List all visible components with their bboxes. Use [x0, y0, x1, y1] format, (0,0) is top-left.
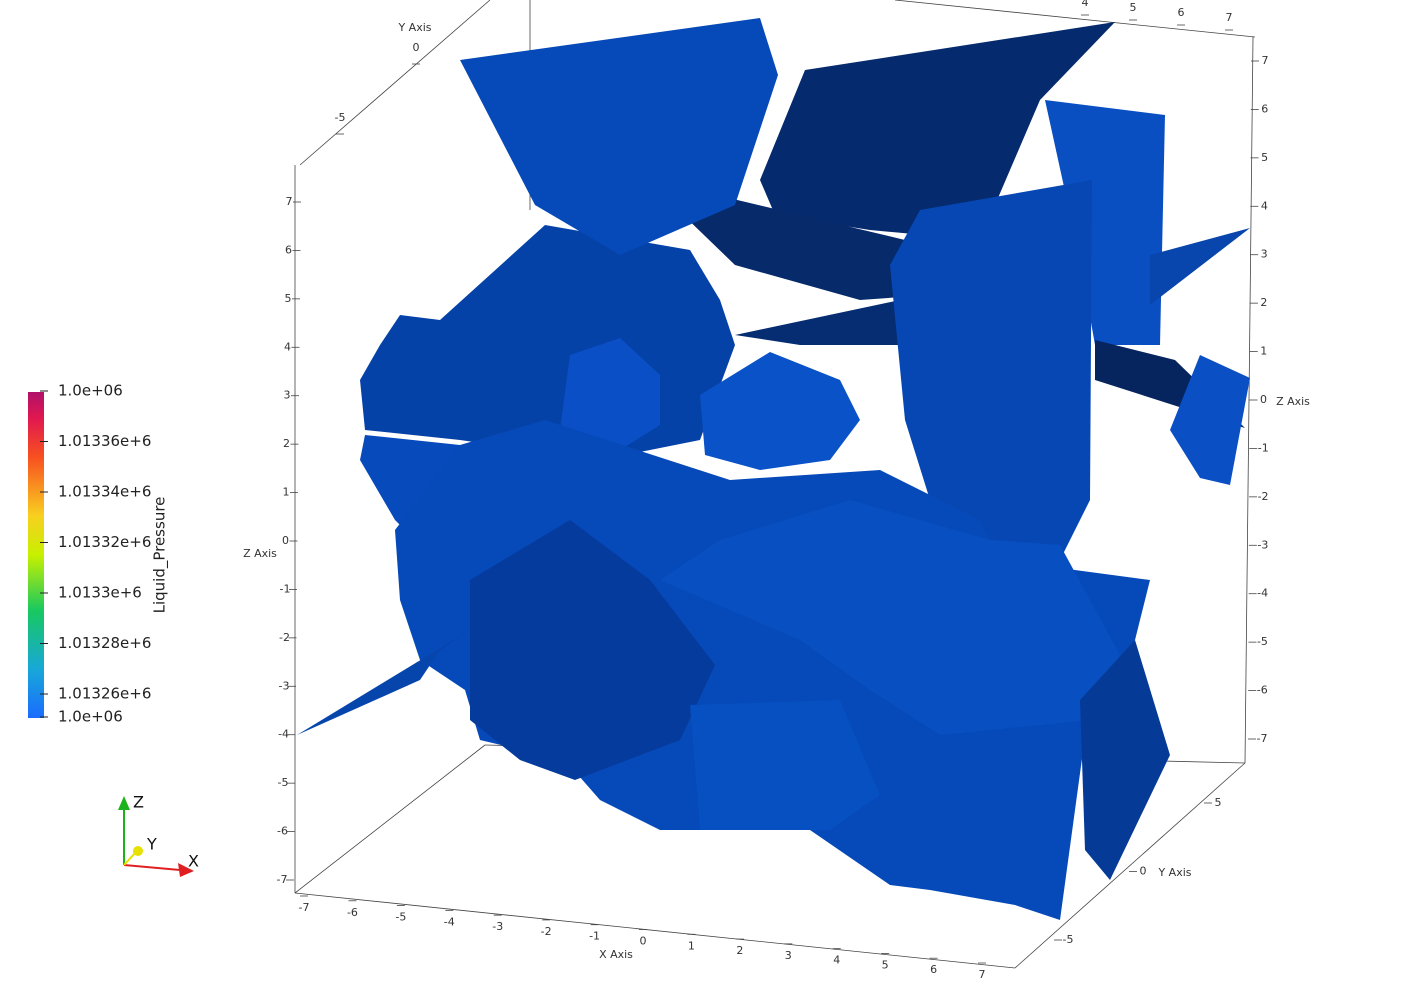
x-tick-label: -4 — [444, 915, 455, 928]
surface — [560, 338, 660, 450]
z-tick-label: -7 — [277, 873, 288, 886]
z-tick-label: -1 — [280, 582, 291, 595]
y-axis-front-title: Y Axis — [1157, 866, 1191, 879]
surface — [1150, 228, 1250, 305]
surface — [735, 300, 900, 345]
z-tick-label: 4 — [284, 340, 291, 353]
z-tick-label: -2 — [1258, 490, 1269, 503]
y-tick-label: 5 — [1215, 796, 1222, 809]
x-tick-label: 2 — [736, 944, 743, 957]
orientation-y: Y — [146, 835, 157, 854]
z-tick-label: -3 — [1257, 538, 1268, 551]
color-legend: Liquid_Pressure 1.0e+06 1.01336e+6 1.01334… — [28, 382, 170, 726]
fracture-surfaces — [297, 18, 1250, 920]
x-tick-label: 5 — [882, 958, 889, 971]
z-tick-label: 4 — [1261, 199, 1268, 212]
z-tick-label: -2 — [279, 631, 290, 644]
legend-label: 1.0e+06 — [58, 708, 123, 726]
x-tick-label: -1 — [589, 930, 600, 943]
z-tick-label: -5 — [1257, 635, 1268, 648]
z-tick-label: 7 — [1262, 54, 1269, 67]
z-tick-label: 3 — [284, 389, 291, 402]
z-tick-label: 1 — [283, 486, 290, 499]
z-tick-label: -1 — [1258, 441, 1269, 454]
y-axis-back-title: Y Axis — [397, 21, 431, 34]
x-tick-label: 7 — [979, 968, 986, 981]
legend-label: 1.01332e+6 — [58, 533, 151, 551]
z-axis-right-title: Z Axis — [1276, 395, 1310, 408]
z-tick-label: 0 — [1260, 393, 1267, 406]
legend-label: 1.0e+06 — [58, 382, 123, 400]
z-tick-label: 7 — [286, 195, 293, 208]
x-tick-label: 3 — [785, 949, 792, 962]
legend-label: 1.01336e+6 — [58, 432, 151, 450]
y-tick-label: -5 — [1063, 933, 1074, 946]
surface — [460, 18, 778, 255]
z-tick-label: -7 — [1257, 732, 1268, 745]
legend-title: Liquid_Pressure — [151, 497, 170, 614]
legend-label: 1.01328e+6 — [58, 634, 151, 652]
z-tick-label: 2 — [1260, 296, 1267, 309]
legend-label: 1.01334e+6 — [58, 483, 151, 501]
z-tick-label: 6 — [285, 243, 292, 256]
z-tick-label: -5 — [278, 776, 289, 789]
z-tick-label: -6 — [1257, 684, 1268, 697]
z-tick-label: 3 — [1261, 248, 1268, 261]
orientation-x: X — [188, 852, 199, 871]
legend-labels: 1.0e+06 1.01336e+6 1.01334e+6 1.01332e+6 1.0… — [40, 382, 151, 726]
y-tick-label: -5 — [335, 111, 346, 124]
surface — [470, 520, 715, 780]
z-tick-label: 5 — [285, 292, 292, 305]
x-tick-label: 1 — [688, 939, 695, 952]
axes: X Axis Y Axis Y Axis Z Axis Z Axis -7 -6 -… — [243, 0, 1310, 981]
legend-label: 1.0133e+6 — [58, 584, 142, 602]
surface — [690, 700, 880, 830]
z-tick-label: 5 — [1261, 151, 1268, 164]
surface — [890, 180, 1092, 570]
z-tick-label: -4 — [1257, 587, 1268, 600]
z-tick-label: 0 — [282, 534, 289, 547]
surface — [660, 500, 1120, 735]
x-tick-label: 5 — [1130, 1, 1137, 14]
z-tick-label: 2 — [283, 437, 290, 450]
surface — [1170, 355, 1250, 485]
surface — [1045, 100, 1165, 345]
x-tick-label: 4 — [833, 954, 840, 967]
z-tick-label: -6 — [277, 825, 288, 838]
surface — [1080, 640, 1170, 880]
y-tick-label: 0 — [413, 41, 420, 54]
x-tick-label: -3 — [492, 920, 503, 933]
x-tick-label: -7 — [299, 901, 310, 914]
x-tick-label: 7 — [1226, 11, 1233, 24]
x-tick-label: 0 — [640, 935, 647, 948]
surface — [760, 22, 1115, 240]
x-tick-label: -6 — [347, 906, 358, 919]
legend-label: 1.01326e+6 — [58, 685, 151, 703]
z-tick-label: 1 — [1260, 345, 1267, 358]
z-axis-left-title: Z Axis — [243, 547, 277, 560]
surface — [297, 630, 470, 735]
orientation-axes: Z Y X — [118, 793, 199, 877]
color-bar — [28, 392, 44, 718]
x-tick-label: 6 — [930, 963, 937, 976]
x-tick-label: -5 — [395, 911, 406, 924]
surface — [700, 352, 860, 470]
x-axis-title: X Axis — [599, 948, 633, 961]
orientation-z: Z — [133, 793, 144, 812]
y-tick-label: 0 — [1140, 865, 1147, 878]
z-tick-label: -4 — [278, 728, 289, 741]
z-tick-label: -3 — [279, 679, 290, 692]
x-tick-label: -2 — [541, 925, 552, 938]
x-tick-label: 4 — [1082, 0, 1089, 9]
x-tick-label: 6 — [1178, 6, 1185, 19]
z-tick-label: 6 — [1261, 102, 1268, 115]
